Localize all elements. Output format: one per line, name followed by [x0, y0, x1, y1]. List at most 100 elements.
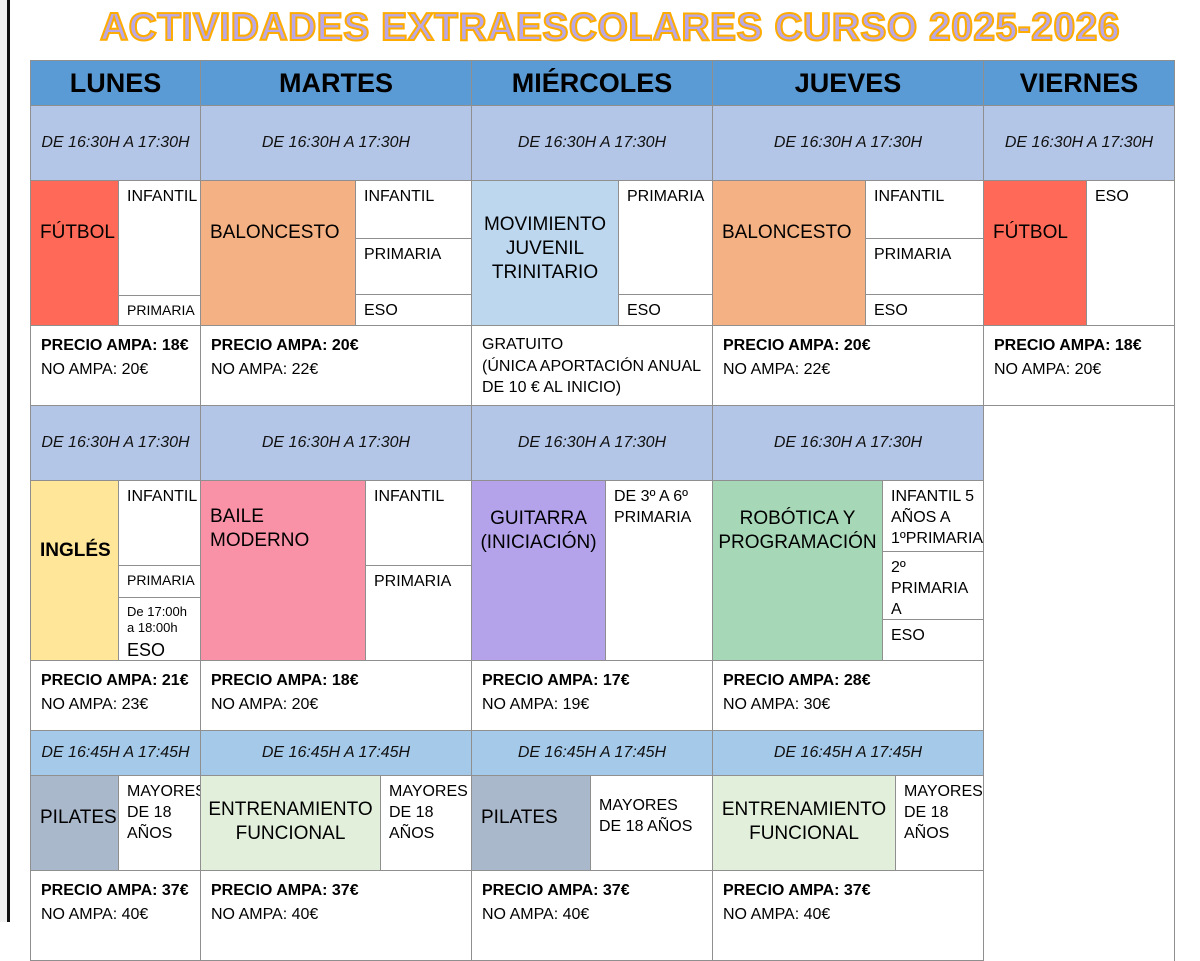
price-cell-tuesday-1: PRECIO AMPA: 20€ NO AMPA: 22€: [201, 326, 472, 406]
price-no-ampa: NO AMPA: 19€: [482, 696, 590, 713]
page-margin-strip: [0, 0, 7, 922]
price-no-ampa: NO AMPA: 22€: [723, 361, 831, 378]
day-header-miercoles: MIÉRCOLES: [472, 61, 713, 106]
activity-cell-pilates-monday: PILATES MAYORES DE 18 AÑOS: [31, 776, 201, 871]
schedule-page: { "title": "ACTIVIDADES EXTRAESCOLARES C…: [0, 0, 1175, 961]
price-ampa: PRECIO AMPA: 21€: [41, 672, 189, 689]
activity-name-entrenamiento: ENTRENAMIENTO FUNCIONAL: [201, 776, 381, 870]
time-slot-thursday-3: DE 16:45H A 17:45H: [713, 731, 984, 776]
schedule-title: ACTIVIDADES EXTRAESCOLARES CURSO 2025-20…: [99, 5, 1121, 50]
price-no-ampa: NO AMPA: 40€: [211, 906, 319, 923]
price-cell-tuesday-3: PRECIO AMPA: 37€ NO AMPA: 40€: [201, 871, 472, 961]
time-slot-monday-3: DE 16:45H A 17:45H: [31, 731, 201, 776]
price-cell-thursday-2: PRECIO AMPA: 28€ NO AMPA: 30€: [713, 661, 984, 731]
price-ampa: PRECIO AMPA: 20€: [211, 337, 359, 354]
level-infantil: INFANTIL: [366, 481, 471, 566]
level-eso: ESO: [1087, 181, 1174, 325]
empty-cell-friday: [984, 481, 1175, 661]
price-cell-friday-1: PRECIO AMPA: 18€ NO AMPA: 20€: [984, 326, 1175, 406]
level-infantil: INFANTIL: [356, 181, 471, 239]
activity-cell-movimiento-wednesday: MOVIMIENTO JUVENIL TRINITARIO PRIMARIA E…: [472, 181, 713, 326]
level-eso: ESO: [356, 295, 471, 325]
price-row-3: PRECIO AMPA: 37€ NO AMPA: 40€ PRECIO AMP…: [31, 871, 1175, 961]
activity-row-3: PILATES MAYORES DE 18 AÑOS ENTRENAMIENTO…: [31, 776, 1175, 871]
eso-time-note: De 17:00h a 18:00h: [127, 604, 187, 636]
price-no-ampa: NO AMPA: 40€: [723, 906, 831, 923]
price-ampa: PRECIO AMPA: 17€: [482, 672, 630, 689]
empty-cell-friday: [984, 731, 1175, 776]
activity-name-ingles: INGLÉS: [31, 481, 119, 660]
activity-row-1: FÚTBOL INFANTIL PRIMARIA BALONCESTO INFA…: [31, 181, 1175, 326]
price-cell-tuesday-2: PRECIO AMPA: 18€ NO AMPA: 20€: [201, 661, 472, 731]
time-row-1: DE 16:30H A 17:30H DE 16:30H A 17:30H DE…: [31, 106, 1175, 181]
activity-name-baloncesto: BALONCESTO: [201, 181, 356, 325]
price-ampa: PRECIO AMPA: 37€: [723, 882, 871, 899]
price-ampa: PRECIO AMPA: 18€: [41, 337, 189, 354]
empty-cell-friday: [984, 661, 1175, 731]
price-ampa: PRECIO AMPA: 28€: [723, 672, 871, 689]
time-slot-monday-1: DE 16:30H A 17:30H: [31, 106, 201, 181]
empty-cell-friday: [984, 776, 1175, 871]
activity-cell-entrenamiento-thursday: ENTRENAMIENTO FUNCIONAL MAYORES DE 18 AÑ…: [713, 776, 984, 871]
day-header-viernes: VIERNES: [984, 61, 1175, 106]
eso-label: ESO: [127, 639, 166, 660]
level-3-a-6-primaria: DE 3º A 6º PRIMARIA: [606, 481, 712, 660]
activity-cell-futbol-monday: FÚTBOL INFANTIL PRIMARIA: [31, 181, 201, 326]
level-mayores-18: MAYORES DE 18 AÑOS: [896, 776, 983, 870]
price-cell-wednesday-3: PRECIO AMPA: 37€ NO AMPA: 40€: [472, 871, 713, 961]
activity-cell-guitarra-wednesday: GUITARRA (INICIACIÓN) DE 3º A 6º PRIMARI…: [472, 481, 713, 661]
level-primaria: PRIMARIA: [356, 239, 471, 295]
price-cell-wednesday-2: PRECIO AMPA: 17€ NO AMPA: 19€: [472, 661, 713, 731]
activity-name-robotica: ROBÓTICA Y PROGRAMACIÓN: [713, 481, 883, 660]
activity-cell-robotica-thursday: ROBÓTICA Y PROGRAMACIÓN INFANTIL 5 AÑOS …: [713, 481, 984, 661]
time-slot-thursday-1: DE 16:30H A 17:30H: [713, 106, 984, 181]
activity-cell-baloncesto-thursday: BALONCESTO INFANTIL PRIMARIA ESO: [713, 181, 984, 326]
activity-cell-baloncesto-tuesday: BALONCESTO INFANTIL PRIMARIA ESO: [201, 181, 472, 326]
level-primaria: PRIMARIA: [119, 296, 200, 325]
level-eso-horario: De 17:00h a 18:00h ESO: [119, 598, 200, 660]
price-cell-monday-1: PRECIO AMPA: 18€ NO AMPA: 20€: [31, 326, 201, 406]
level-primaria: PRIMARIA: [119, 566, 200, 598]
activity-name-pilates: PILATES: [472, 776, 591, 870]
level-eso: ESO: [619, 295, 712, 325]
activity-cell-pilates-wednesday: PILATES MAYORES DE 18 AÑOS: [472, 776, 713, 871]
level-mayores-18: MAYORES DE 18 AÑOS: [119, 776, 200, 870]
price-cell-thursday-1: PRECIO AMPA: 20€ NO AMPA: 22€: [713, 326, 984, 406]
activity-cell-entrenamiento-tuesday: ENTRENAMIENTO FUNCIONAL MAYORES DE 18 AÑ…: [201, 776, 472, 871]
day-header-jueves: JUEVES: [713, 61, 984, 106]
price-ampa: PRECIO AMPA: 18€: [994, 337, 1142, 354]
price-ampa: PRECIO AMPA: 37€: [41, 882, 189, 899]
schedule-table: LUNES MARTES MIÉRCOLES JUEVES VIERNES DE…: [30, 60, 1175, 961]
activity-row-2: INGLÉS INFANTIL PRIMARIA De 17:00h a 18:…: [31, 481, 1175, 661]
page-left-border: [7, 0, 10, 922]
level-eso: ESO: [883, 620, 983, 660]
activity-name-futbol: FÚTBOL: [984, 181, 1087, 325]
price-no-ampa: NO AMPA: 20€: [994, 361, 1102, 378]
time-slot-wednesday-2: DE 16:30H A 17:30H: [472, 406, 713, 481]
activity-name-baloncesto: BALONCESTO: [713, 181, 866, 325]
level-infantil-5anos-1primaria: INFANTIL 5 AÑOS A 1ºPRIMARIA: [883, 481, 983, 552]
time-slot-tuesday-3: DE 16:45H A 17:45H: [201, 731, 472, 776]
activity-name-entrenamiento: ENTRENAMIENTO FUNCIONAL: [713, 776, 896, 870]
time-slot-wednesday-3: DE 16:45H A 17:45H: [472, 731, 713, 776]
price-ampa: PRECIO AMPA: 18€: [211, 672, 359, 689]
activity-cell-ingles-monday: INGLÉS INFANTIL PRIMARIA De 17:00h a 18:…: [31, 481, 201, 661]
price-ampa: PRECIO AMPA: 37€: [482, 882, 630, 899]
price-no-ampa: NO AMPA: 20€: [211, 696, 319, 713]
price-no-ampa: NO AMPA: 30€: [723, 696, 831, 713]
time-slot-monday-2: DE 16:30H A 17:30H: [31, 406, 201, 481]
level-primaria: PRIMARIA: [366, 566, 471, 660]
price-no-ampa: NO AMPA: 23€: [41, 696, 149, 713]
time-row-3: DE 16:45H A 17:45H DE 16:45H A 17:45H DE…: [31, 731, 1175, 776]
time-slot-tuesday-2: DE 16:30H A 17:30H: [201, 406, 472, 481]
activity-name-guitarra: GUITARRA (INICIACIÓN): [472, 481, 606, 660]
time-slot-thursday-2: DE 16:30H A 17:30H: [713, 406, 984, 481]
time-slot-tuesday-1: DE 16:30H A 17:30H: [201, 106, 472, 181]
price-cell-monday-2: PRECIO AMPA: 21€ NO AMPA: 23€: [31, 661, 201, 731]
price-row-1: PRECIO AMPA: 18€ NO AMPA: 20€ PRECIO AMP…: [31, 326, 1175, 406]
price-cell-monday-3: PRECIO AMPA: 37€ NO AMPA: 40€: [31, 871, 201, 961]
activity-name-movimiento: MOVIMIENTO JUVENIL TRINITARIO: [472, 181, 619, 325]
time-slot-wednesday-1: DE 16:30H A 17:30H: [472, 106, 713, 181]
level-infantil: INFANTIL: [119, 481, 200, 566]
activity-name-pilates: PILATES: [31, 776, 119, 870]
